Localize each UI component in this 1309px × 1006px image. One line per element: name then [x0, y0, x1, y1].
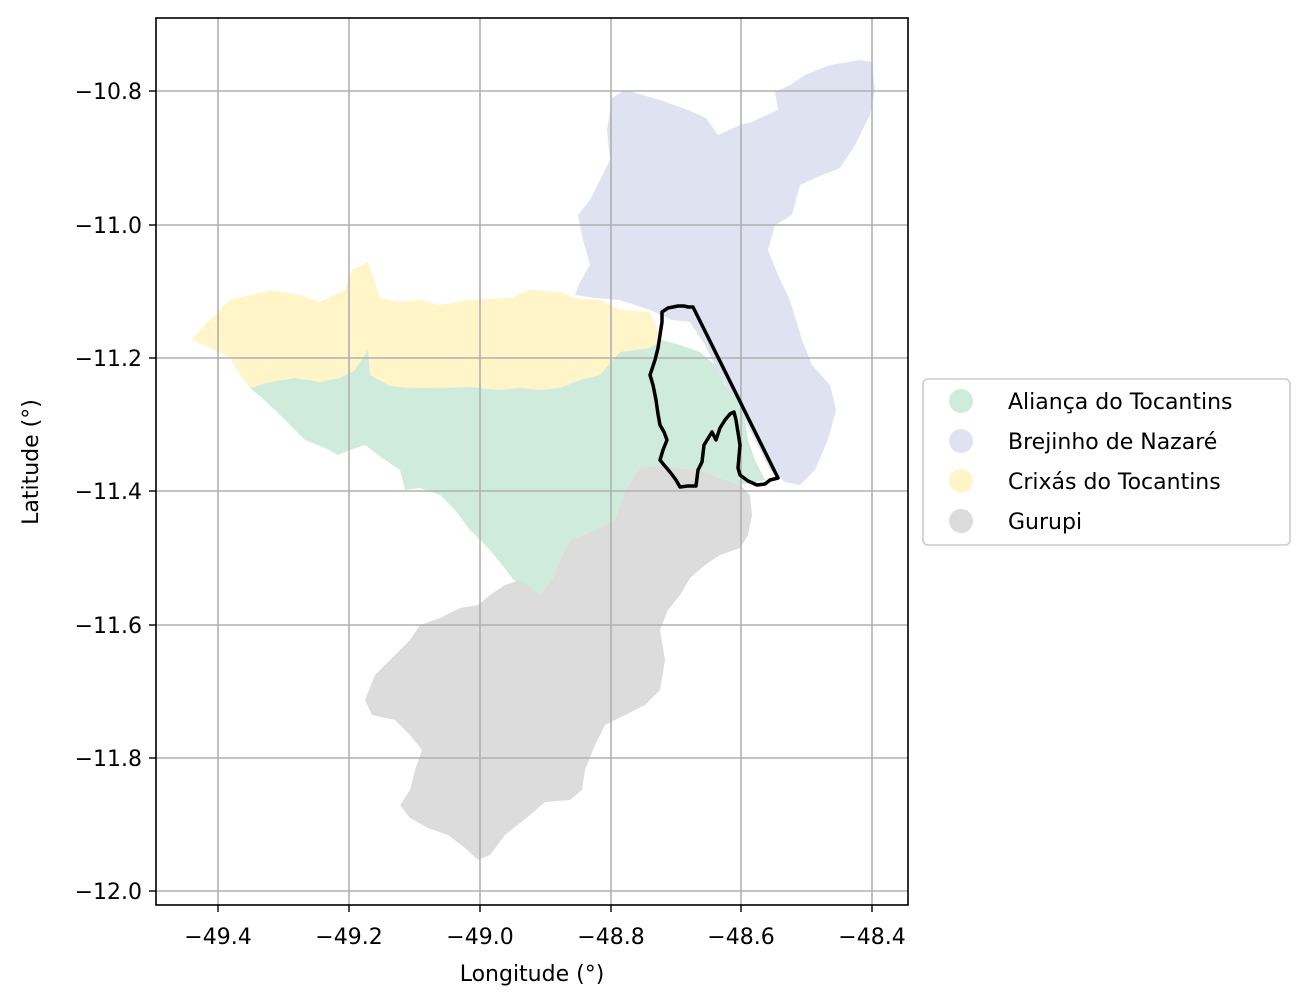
x-axis-label: Longitude (°) [460, 962, 605, 987]
legend-marker [949, 389, 973, 413]
legend-marker [949, 429, 973, 453]
legend-box [922, 378, 1291, 546]
region-gurupi [365, 465, 752, 860]
legend-item: Aliança do Tocantins [949, 389, 1233, 415]
legend-item: Crixás do Tocantins [949, 469, 1221, 495]
legend-label: Aliança do Tocantins [1008, 390, 1233, 415]
x-axis: −49.4 −49.2 −49.0 −48.8 −48.6 −48.4 Long… [184, 905, 906, 987]
x-tick-label: −49.0 [446, 925, 513, 950]
legend-marker [949, 509, 973, 533]
legend-item: Gurupi [949, 509, 1082, 535]
legend-label: Brejinho de Nazaré [1008, 430, 1217, 455]
y-axis-label: Latitude (°) [19, 399, 44, 525]
y-tick-label: −11.6 [75, 614, 142, 639]
y-tick-label: −12.0 [75, 880, 142, 905]
y-tick-label: −11.4 [75, 480, 142, 505]
legend-label: Crixás do Tocantins [1008, 470, 1221, 495]
x-tick-label: −48.4 [838, 925, 905, 950]
x-tick-label: −48.8 [577, 925, 644, 950]
gridlines [156, 18, 908, 905]
legend: Aliança do Tocantins Brejinho de Nazaré … [922, 378, 1291, 546]
y-tick-label: −11.2 [75, 347, 142, 372]
x-tick-label: −49.4 [184, 925, 251, 950]
x-tick-label: −48.6 [707, 925, 774, 950]
region-alianca-do-tocantins [250, 340, 765, 595]
legend-item: Brejinho de Nazaré [949, 429, 1217, 455]
x-tick-label: −49.2 [315, 925, 382, 950]
y-axis: −10.8 −11.0 −11.2 −11.4 −11.6 −11.8 −12.… [19, 80, 156, 905]
legend-label: Gurupi [1008, 510, 1082, 535]
region-brejinho-de-nazare [575, 60, 875, 485]
plot-area: −49.4 −49.2 −49.0 −48.8 −48.6 −48.4 Long… [19, 17, 909, 987]
legend-marker [949, 469, 973, 493]
y-tick-label: −10.8 [75, 80, 142, 105]
axes-frame [155, 17, 909, 906]
y-tick-label: −11.8 [75, 747, 142, 772]
y-tick-label: −11.0 [75, 214, 142, 239]
selection-outline [648, 304, 780, 489]
